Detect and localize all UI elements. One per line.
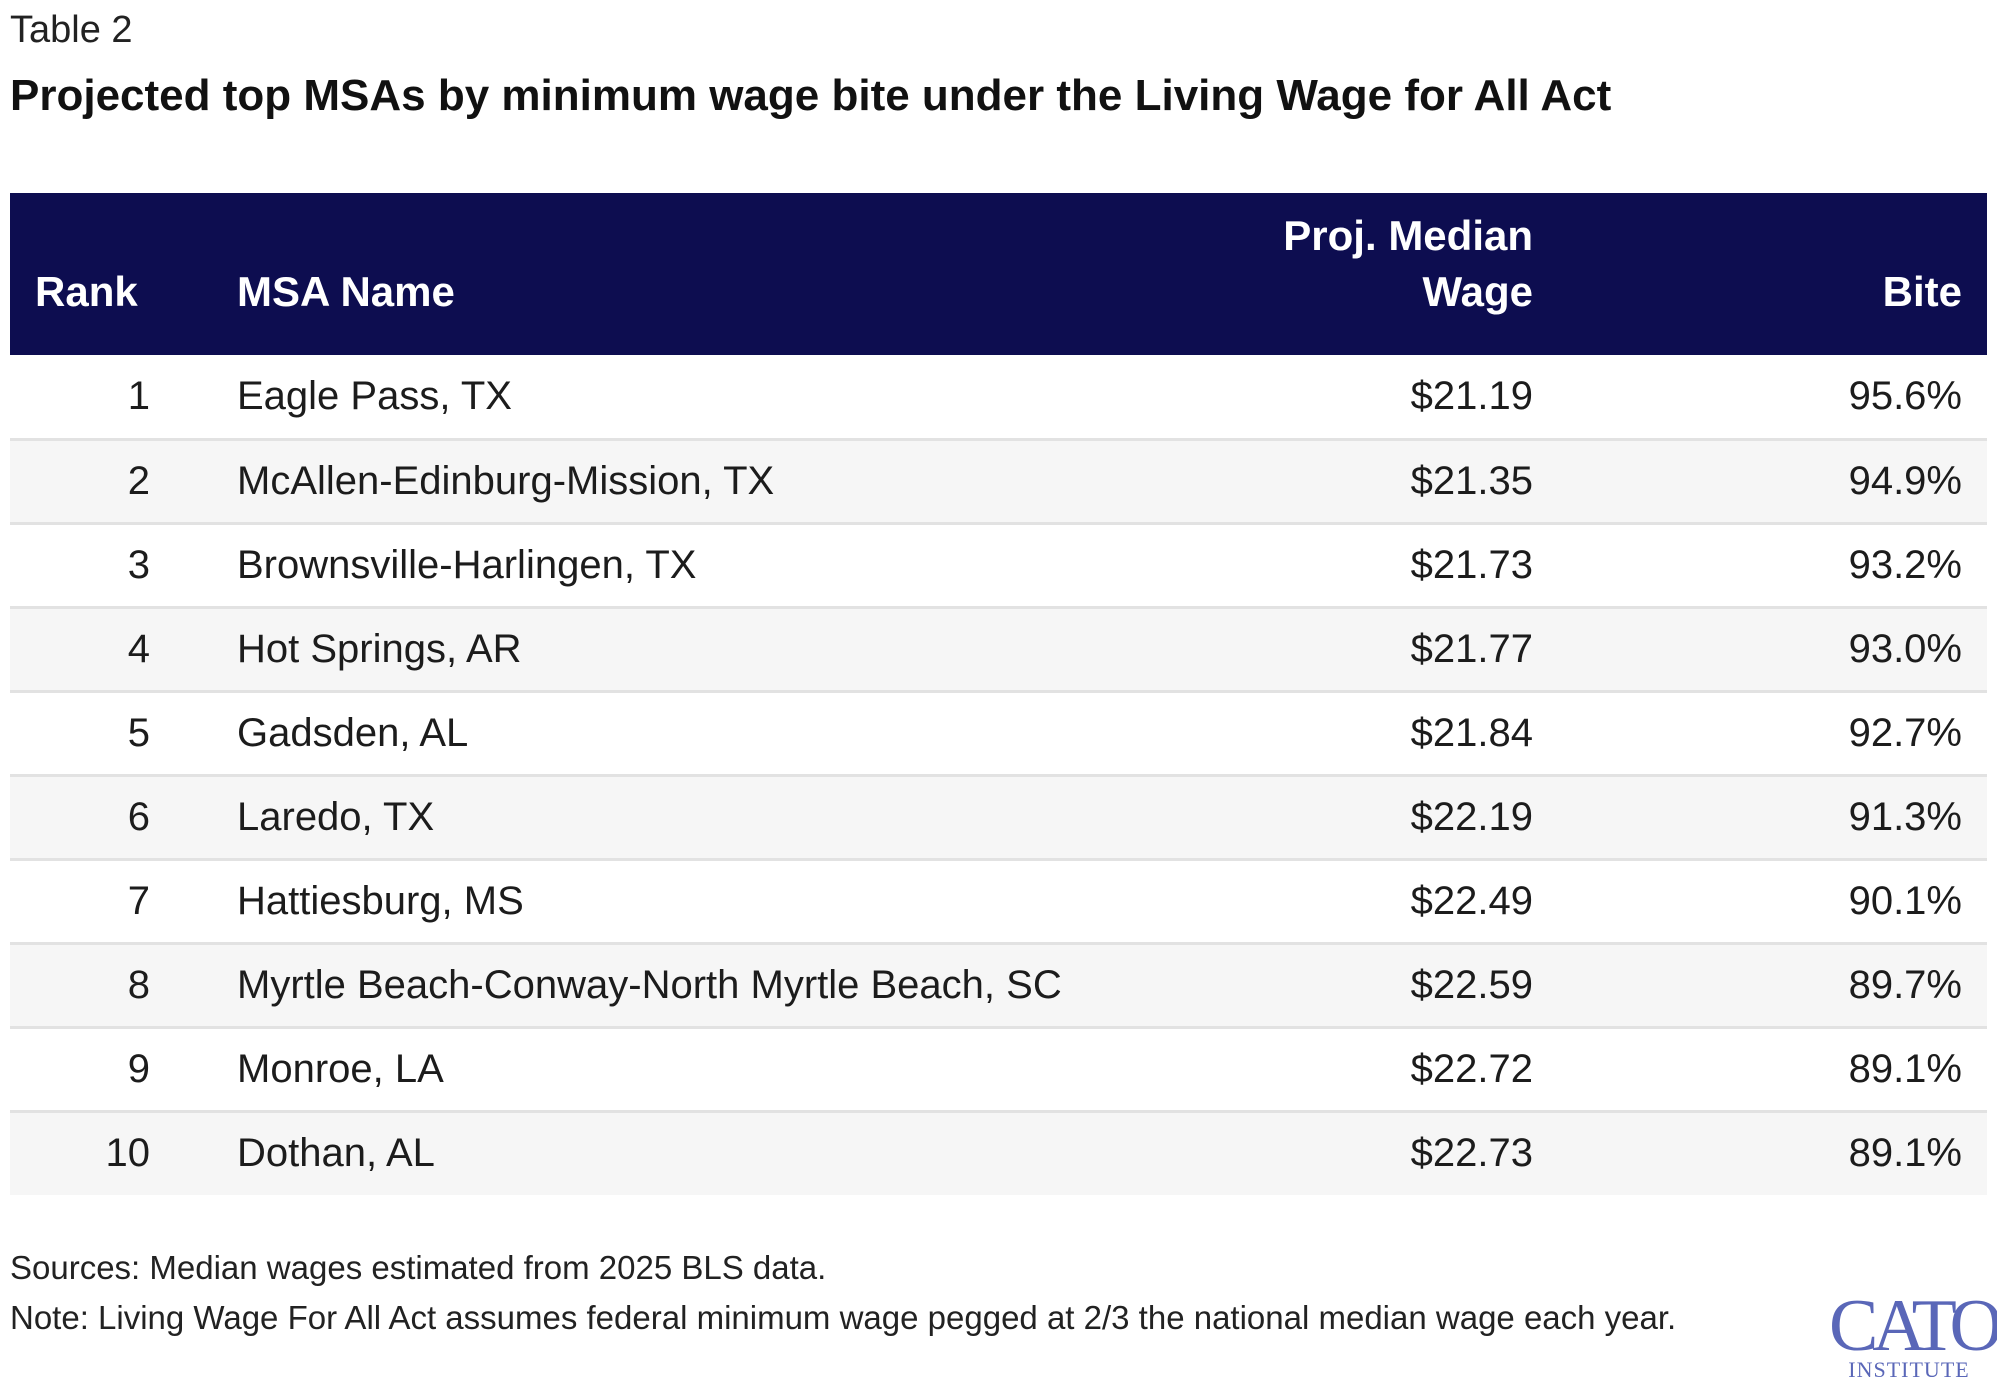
bite-cell: 90.1% [1848, 878, 1962, 923]
median-wage-cell: $21.35 [1410, 458, 1533, 503]
column-header-bite: Bite [1882, 268, 1962, 316]
msa-name-cell: Eagle Pass, TX [237, 373, 512, 418]
rank-cell: 10 [105, 1131, 151, 1176]
column-header-msa-name: MSA Name [237, 268, 455, 316]
table-row: 8 Myrtle Beach-Conway-North Myrtle Beach,… [10, 943, 1987, 1027]
bite-cell: 94.9% [1848, 458, 1962, 503]
table-row: 5 Gadsden, AL $21.84 92.7% [10, 691, 1987, 775]
column-header-rank: Rank [35, 268, 138, 316]
msa-name-cell: Laredo, TX [237, 794, 435, 839]
bite-cell: 93.0% [1848, 626, 1962, 671]
bite-cell: 93.2% [1848, 542, 1962, 587]
msa-name-cell: McAllen-Edinburg-Mission, TX [237, 458, 775, 503]
msa-name-cell: Brownsville-Harlingen, TX [237, 542, 697, 587]
table-label: Table 2 [10, 9, 133, 51]
cato-institute-logo: CATO INSTITUTE [1829, 1285, 1997, 1382]
bite-cell: 89.7% [1848, 962, 1962, 1007]
rank-cell: 5 [127, 710, 150, 755]
rank-cell: 1 [127, 373, 150, 418]
bite-cell: 89.1% [1848, 1131, 1962, 1176]
table-title: Projected top MSAs by minimum wage bite … [10, 71, 1612, 120]
rank-cell: 7 [127, 878, 150, 923]
column-header-wage-line1: Proj. Median [1283, 211, 1533, 259]
table-row: 10 Dothan, AL $22.73 89.1% [10, 1111, 1987, 1195]
table-body: 1 Eagle Pass, TX $21.19 95.6% 2 McAllen-Edinb… [10, 355, 1987, 1195]
rank-cell: 8 [127, 962, 150, 1007]
msa-name-cell: Gadsden, AL [237, 710, 469, 755]
msa-name-cell: Hot Springs, AR [237, 626, 522, 671]
bite-cell: 89.1% [1848, 1046, 1962, 1091]
column-header-wage-line2: Wage [1422, 268, 1533, 316]
column-header-proj-median-wage: Proj. Median Wage [1035, 193, 1533, 355]
footnotes: Sources: Median wages estimated from 202… [10, 1246, 1740, 1345]
table-row: 7 Hattiesburg, MS $22.49 90.1% [10, 859, 1987, 943]
median-wage-cell: $21.73 [1410, 542, 1533, 587]
methodology-note: Note: Living Wage For All Act assumes fe… [10, 1298, 1677, 1336]
median-wage-cell: $21.84 [1410, 710, 1533, 755]
median-wage-cell: $21.77 [1410, 626, 1533, 671]
bite-cell: 91.3% [1848, 794, 1962, 839]
rank-cell: 9 [127, 1046, 150, 1091]
median-wage-cell: $22.49 [1410, 878, 1533, 923]
median-wage-cell: $22.73 [1410, 1131, 1533, 1176]
median-wage-cell: $22.19 [1410, 794, 1533, 839]
bite-cell: 95.6% [1848, 373, 1962, 418]
msa-name-cell: Hattiesburg, MS [237, 878, 524, 923]
table-row: 6 Laredo, TX $22.19 91.3% [10, 775, 1987, 859]
table-row: 4 Hot Springs, AR $21.77 93.0% [10, 607, 1987, 691]
logo-sub-text: INSTITUTE [1848, 1356, 1970, 1382]
header-row: Rank MSA Name Proj. Median Wage Bite [10, 193, 1987, 355]
table-row: 3 Brownsville-Harlingen, TX $21.73 93.2% [10, 523, 1987, 607]
rank-cell: 4 [127, 626, 150, 671]
msa-table: Rank MSA Name Proj. Median Wage Bite 1 Eag… [10, 193, 1987, 1195]
logo-main-text: CATO [1829, 1285, 1997, 1367]
rank-cell: 6 [127, 794, 150, 839]
table-row: 9 Monroe, LA $22.72 89.1% [10, 1027, 1987, 1111]
rank-cell: 2 [127, 458, 150, 503]
rank-cell: 3 [127, 542, 150, 587]
msa-name-cell: Myrtle Beach-Conway-North Myrtle Beach, … [237, 962, 1062, 1007]
table-row: 1 Eagle Pass, TX $21.19 95.6% [10, 355, 1987, 439]
median-wage-cell: $22.72 [1410, 1046, 1533, 1091]
bite-cell: 92.7% [1848, 710, 1962, 755]
median-wage-cell: $22.59 [1410, 962, 1533, 1007]
table-row: 2 McAllen-Edinburg-Mission, TX $21.35 94.9% [10, 439, 1987, 523]
msa-name-cell: Monroe, LA [237, 1046, 444, 1091]
msa-name-cell: Dothan, AL [237, 1131, 435, 1176]
sources-note: Sources: Median wages estimated from 202… [10, 1249, 827, 1286]
table-header: Rank MSA Name Proj. Median Wage Bite [10, 193, 1987, 355]
median-wage-cell: $21.19 [1410, 373, 1533, 418]
